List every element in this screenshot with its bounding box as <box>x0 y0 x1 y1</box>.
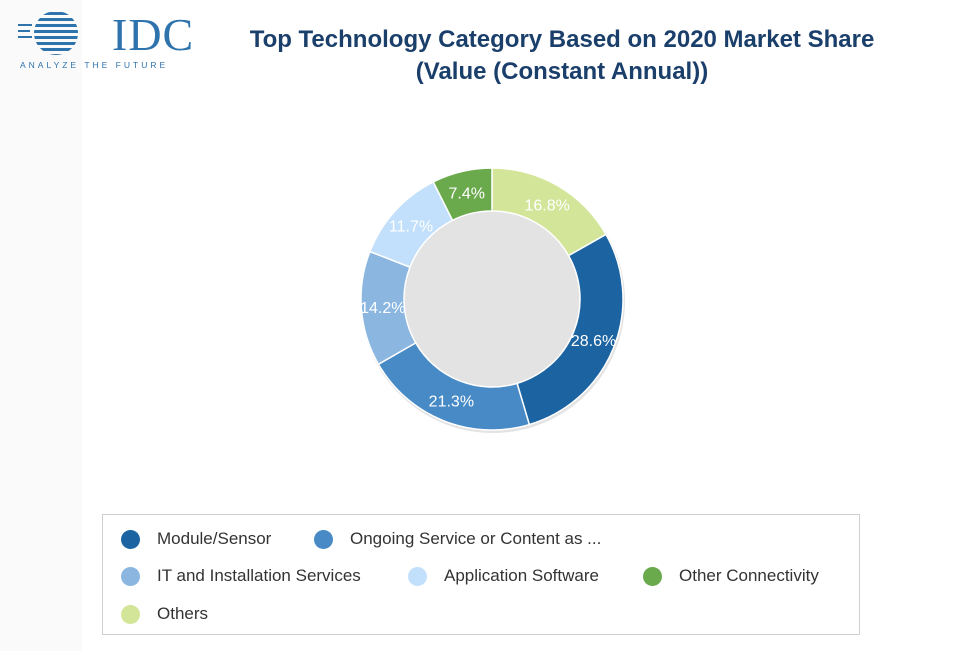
data-label-module-sensor: 28.6% <box>571 333 616 350</box>
data-label-it-and-installation-services: 14.2% <box>360 300 405 317</box>
data-label-application-software: 11.7% <box>389 218 433 235</box>
legend-label: Others <box>157 604 209 623</box>
chart-title-line-1: Top Technology Category Based on 2020 Ma… <box>249 26 875 53</box>
legend-marker <box>314 529 333 549</box>
legend-label: Other Connectivity <box>679 566 819 585</box>
chart-legend: Module/Sensor Ongoing Service or Content … <box>102 514 860 635</box>
legend-marker <box>408 566 427 586</box>
logo-wordmark: IDC <box>112 9 195 60</box>
legend-label: Ongoing Service or Content as ... <box>350 529 602 548</box>
legend-marker <box>121 604 140 624</box>
slice-other-connectivity[interactable] <box>432 167 493 222</box>
legend-item-other-connectivity[interactable]: Other Connectivity <box>643 566 819 586</box>
legend-label: Application Software <box>444 566 599 585</box>
legend-marker <box>121 566 140 586</box>
left-panel-background <box>0 0 82 651</box>
legend-item-it-and-installation-services[interactable]: IT and Installation Services <box>121 566 361 586</box>
globe-icon <box>18 12 78 55</box>
legend-label: Module/Sensor <box>157 529 272 548</box>
legend-item-ongoing-service-or-content-as[interactable]: Ongoing Service or Content as ... <box>314 529 601 549</box>
data-label-other-connectivity: 7.4% <box>449 185 485 202</box>
data-label-ongoing-service-or-content-as: 21.3% <box>429 394 474 411</box>
chart-title-line-2: (Value (Constant Annual)) <box>415 58 709 85</box>
logo-tagline: ANALYZE THE FUTURE <box>20 60 169 70</box>
legend-marker <box>643 566 662 586</box>
idc-logo: IDC ANALYZE THE FUTURE <box>18 10 193 72</box>
legend-item-application-software[interactable]: Application Software <box>408 566 599 586</box>
legend-item-others[interactable]: Others <box>121 604 208 624</box>
legend-item-module-sensor[interactable]: Module/Sensor <box>121 529 271 549</box>
data-label-others: 16.8% <box>524 197 569 214</box>
legend-marker <box>121 529 140 549</box>
chart-title: Top Technology Category Based on 2020 Ma… <box>200 24 924 88</box>
legend-label: IT and Installation Services <box>157 566 361 585</box>
